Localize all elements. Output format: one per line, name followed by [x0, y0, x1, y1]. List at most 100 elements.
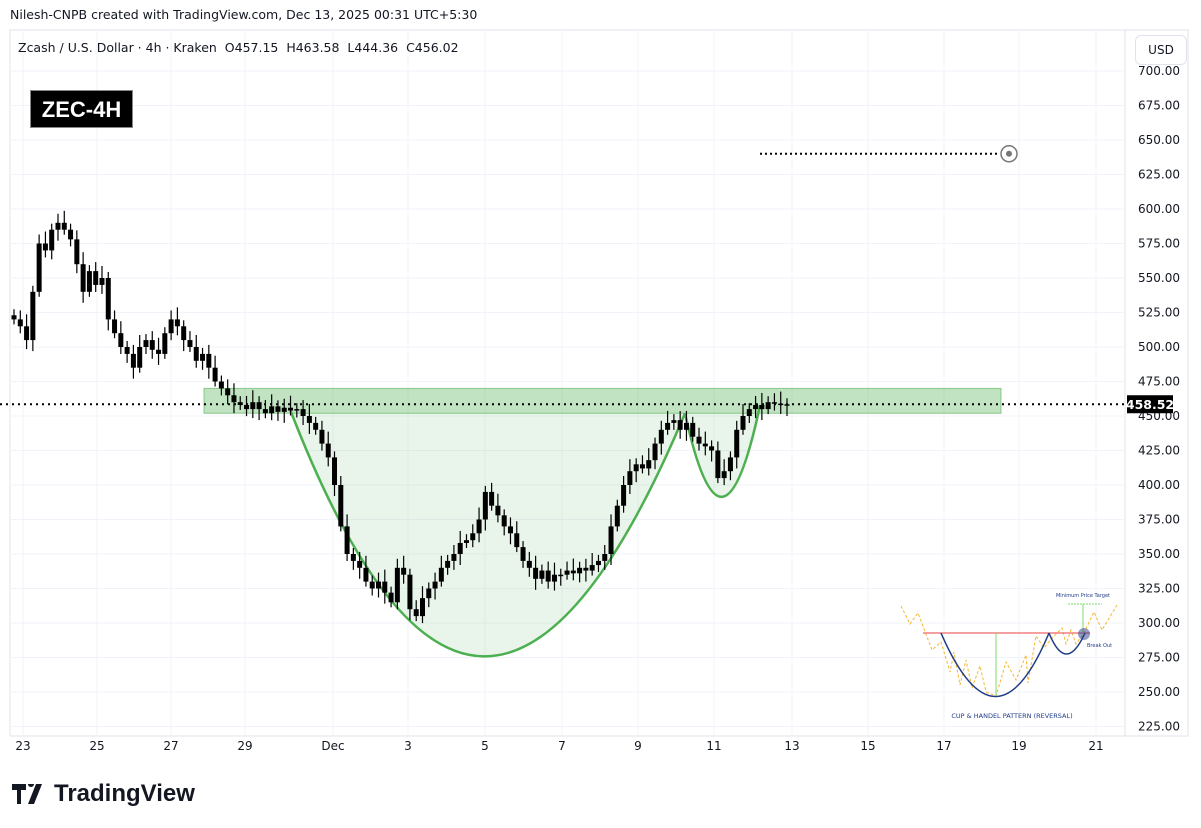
- ohlc-close: C456.02: [406, 40, 459, 55]
- candle: [162, 327, 168, 359]
- candle-body: [577, 567, 583, 574]
- candle: [225, 379, 231, 405]
- cup-handle-reference-inset: Minimum Price Target Break Out CUP & HANDE…: [900, 593, 1118, 720]
- candle-body: [24, 326, 30, 341]
- symbol-legend: Zcash / U.S. Dollar · 4h · Kraken O457.1…: [18, 40, 459, 55]
- candle-body: [451, 554, 457, 561]
- candle: [470, 524, 476, 548]
- candle: [589, 553, 595, 576]
- candle: [319, 420, 325, 451]
- candle-body: [344, 526, 350, 554]
- candle-body: [200, 353, 206, 361]
- candle-body: [740, 416, 746, 430]
- symbol-name: Zcash / U.S. Dollar · 4h · Kraken: [18, 40, 217, 55]
- candle-body: [156, 349, 162, 354]
- candle-body: [407, 574, 413, 610]
- candle: [671, 414, 677, 430]
- candle: [740, 404, 746, 435]
- candle: [325, 431, 331, 467]
- x-tick-label: 19: [1011, 739, 1026, 753]
- currency-button[interactable]: USD: [1135, 35, 1187, 65]
- candle-body: [376, 581, 382, 589]
- candle: [476, 507, 482, 543]
- candle: [357, 551, 363, 579]
- candle: [457, 530, 463, 565]
- candle: [269, 394, 275, 421]
- candle: [539, 564, 545, 584]
- candle: [621, 476, 627, 513]
- candle-body: [294, 409, 300, 411]
- x-tick-label: 17: [936, 739, 951, 753]
- candle-body: [30, 291, 36, 341]
- candle-body: [193, 347, 199, 361]
- inset-price-zigzag: [900, 604, 1118, 697]
- candle-body: [432, 581, 438, 589]
- candle: [407, 568, 413, 621]
- candle-body: [350, 554, 356, 561]
- candle: [602, 545, 608, 570]
- candle-body: [526, 560, 532, 568]
- candle-body: [539, 570, 545, 579]
- candle: [231, 383, 237, 414]
- candle-body: [608, 526, 614, 554]
- candle: [74, 230, 80, 274]
- candle-body: [514, 533, 520, 548]
- x-tick-label: Dec: [321, 739, 344, 753]
- candle-body: [288, 407, 294, 411]
- candle: [690, 416, 696, 442]
- candle-body: [614, 505, 620, 527]
- candle: [639, 455, 645, 474]
- candle: [306, 404, 312, 434]
- candle: [677, 411, 683, 439]
- candle: [652, 437, 658, 470]
- candle: [721, 459, 727, 486]
- target-marker-dot: [1006, 150, 1012, 157]
- candle-body: [646, 460, 652, 469]
- candle: [187, 331, 193, 352]
- candle: [551, 562, 557, 591]
- y-tick-label: 650.00: [1138, 133, 1180, 147]
- candle-body: [338, 485, 344, 527]
- candle-body: [545, 570, 551, 582]
- y-tick-label: 525.00: [1138, 306, 1180, 320]
- candle: [256, 396, 262, 421]
- candle-body: [671, 420, 677, 423]
- candle-body: [281, 407, 287, 412]
- candle: [564, 561, 570, 580]
- candle-body: [187, 340, 193, 347]
- candle-body: [470, 533, 476, 541]
- candle-body: [143, 340, 149, 347]
- candle: [526, 551, 532, 577]
- candle-body: [42, 243, 48, 251]
- candle: [156, 337, 162, 365]
- candle-body: [734, 429, 740, 458]
- y-tick-label: 625.00: [1138, 168, 1180, 182]
- candle-body: [244, 404, 250, 410]
- candle-body: [36, 243, 42, 292]
- candle-body: [137, 347, 143, 368]
- candle: [665, 410, 671, 435]
- candle-body: [11, 315, 17, 320]
- y-tick-label: 350.00: [1138, 547, 1180, 561]
- ohlc-high: H463.58: [286, 40, 340, 55]
- candle-body: [551, 574, 557, 582]
- candle-body: [639, 464, 645, 469]
- candle-body: [658, 429, 664, 444]
- candle: [702, 431, 708, 456]
- candle-body: [256, 402, 262, 410]
- candle-body: [413, 609, 419, 617]
- candle-body: [690, 422, 696, 437]
- candle: [746, 403, 752, 423]
- candle: [55, 213, 61, 241]
- candle-body: [332, 457, 338, 485]
- candle: [193, 335, 199, 368]
- candle: [143, 334, 149, 354]
- candle-body: [325, 443, 331, 458]
- candle-body: [727, 457, 733, 472]
- tradingview-logo[interactable]: TradingView: [12, 780, 195, 808]
- candle-body: [457, 542, 463, 554]
- y-tick-label: 400.00: [1138, 478, 1180, 492]
- inset-target-label: Minimum Price Target: [1056, 593, 1110, 599]
- candle: [438, 555, 444, 587]
